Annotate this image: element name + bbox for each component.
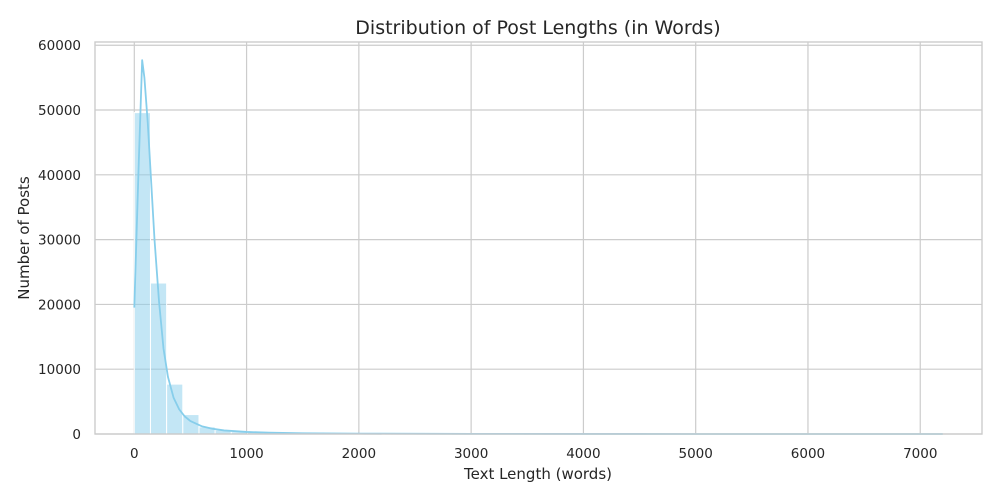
y-tick-labels: 0 10000 20000 30000 40000 50000 60000: [38, 38, 81, 443]
histogram-bar: [166, 383, 184, 435]
y-tick-label: 30000: [38, 233, 81, 249]
x-tick-label: 0: [130, 446, 139, 462]
histogram-bars: [133, 112, 394, 435]
x-tick-label: 2000: [342, 446, 376, 462]
x-tick-label: 7000: [903, 446, 937, 462]
x-tick-label: 1000: [229, 446, 263, 462]
y-tick-label: 60000: [38, 38, 81, 54]
y-tick-label: 20000: [38, 297, 81, 313]
x-tick-label: 3000: [454, 446, 488, 462]
kde-line: [133, 59, 943, 435]
y-tick-label: 10000: [38, 362, 81, 378]
plot-frame: [94, 41, 983, 435]
chart-title: Distribution of Post Lengths (in Words): [355, 17, 720, 39]
y-axis-label: Number of Posts: [15, 176, 33, 300]
x-axis-label: Text Length (words): [463, 465, 612, 483]
x-tick-label: 4000: [566, 446, 600, 462]
x-tick-label: 6000: [791, 446, 825, 462]
histogram-bar: [133, 112, 151, 435]
x-tick-labels: 0 1000 2000 3000 4000 5000 6000 7000: [130, 446, 937, 462]
grid-lines: [95, 42, 982, 435]
y-tick-label: 50000: [38, 103, 81, 119]
kde-curve: [133, 59, 943, 435]
y-tick-label: 0: [72, 427, 81, 443]
y-tick-label: 40000: [38, 168, 81, 184]
x-tick-label: 5000: [679, 446, 713, 462]
